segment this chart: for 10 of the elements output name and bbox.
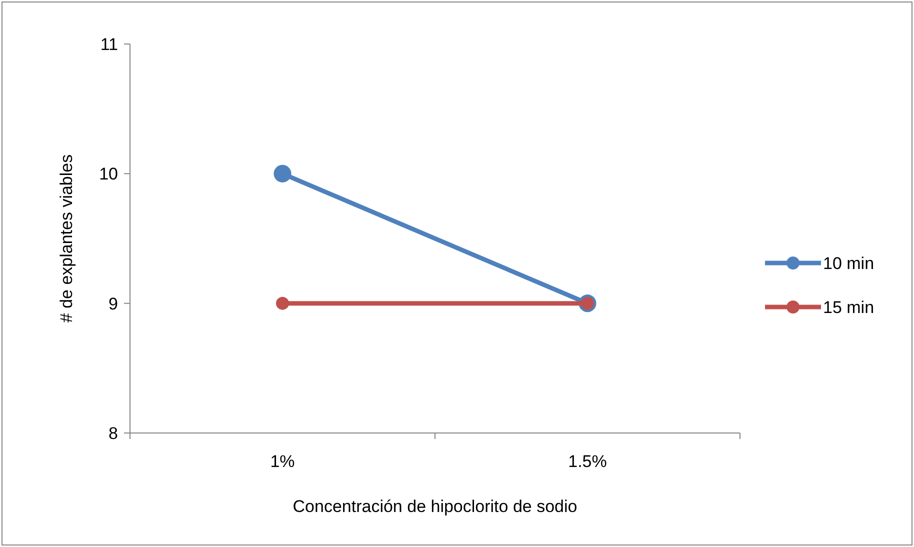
y-tick-label: 11	[100, 34, 118, 54]
y-tick-label: 9	[108, 294, 118, 314]
x-axis-title: Concentración de hipoclorito de sodio	[292, 497, 578, 516]
legend-label: 15 min	[823, 298, 874, 317]
x-tick-label: 1.5%	[568, 452, 607, 471]
x-tick-label: 1%	[270, 452, 295, 471]
y-tick-label: 8	[108, 424, 118, 443]
legend-label: 10 min	[823, 254, 874, 273]
y-tick-label: 10	[99, 164, 118, 184]
y-axis-title: # de explantes viables	[57, 154, 76, 323]
